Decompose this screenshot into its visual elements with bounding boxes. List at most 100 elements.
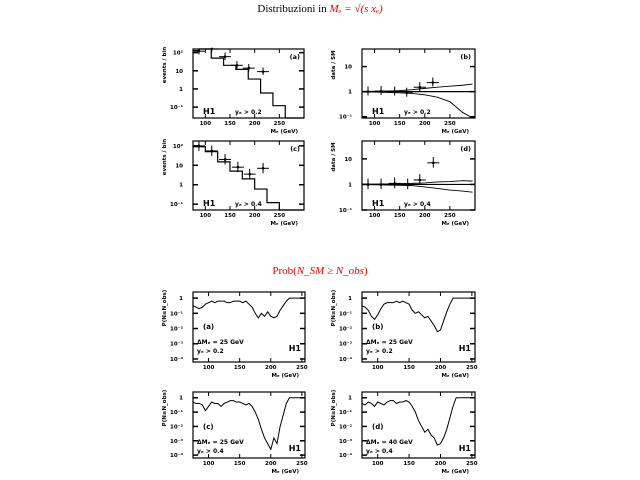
data-marker [406, 183, 410, 186]
y-tick-label: 10⁻¹ [339, 409, 353, 416]
panel-label: (d) [460, 145, 471, 153]
data-point [375, 86, 388, 96]
y-tick-label: 10⁻¹ [170, 409, 184, 416]
data-point [426, 77, 439, 87]
prob-suffix: ) [363, 265, 368, 277]
data-point [242, 63, 255, 72]
data-point [230, 61, 243, 69]
data-marker [235, 64, 239, 67]
data-marker [366, 183, 370, 186]
data-marker [379, 89, 383, 93]
probability-curve [192, 297, 305, 319]
y-tick-label: 10⁻¹ [339, 310, 353, 317]
probability-title: Prob(N_SM ≥ N_obs) [0, 265, 640, 277]
y-axis-label: data / SM [331, 50, 337, 79]
y-axis-label: P(N≥N_obs) [162, 389, 168, 426]
cut-label: yₑ > 0.4 [235, 201, 262, 208]
plot-panel-5: 100 150 200 250 1 10⁻¹ 10⁻² 10⁻³ 10⁻⁴ Mₑ (GeV) P(N… [331, 289, 478, 379]
plot-panel-3: 100 150 200 250 10 1 10⁻¹ Mₑ (GeV) data / SM (d) H… [331, 140, 476, 227]
y-tick-label: 1 [348, 90, 352, 96]
x-tick-label: 200 [249, 121, 261, 127]
x-tick-label: 200 [435, 365, 447, 371]
y-tick-label: 1 [179, 396, 183, 402]
x-tick-label: 200 [435, 461, 447, 467]
data-marker [236, 165, 240, 169]
data-marker [210, 47, 214, 51]
data-marker [418, 178, 422, 182]
data-point [219, 154, 231, 165]
data-point [193, 49, 205, 55]
data-marker [432, 161, 435, 165]
data-marker [393, 90, 396, 93]
sm-histogram [193, 146, 304, 211]
y-tick-label: 1 [179, 296, 183, 302]
data-marker [197, 144, 201, 148]
data-point [205, 47, 218, 53]
x-tick-label: 250 [274, 121, 286, 127]
x-axis-label: Mₑ (GeV) [271, 469, 299, 475]
y-tick-label: 10⁻¹ [339, 207, 353, 214]
data-point [388, 177, 401, 189]
y-axis-label: P(N≥N_obs) [331, 389, 337, 426]
y-tick-label: 10⁻¹ [339, 114, 353, 121]
delta-m-label: ΔMₑ = 25 GeV [197, 339, 244, 346]
experiment-label: H1 [459, 444, 472, 453]
plot-panel-0: 100 150 200 250 10² 10 1 10⁻¹ Mₑ (GeV) events / b… [162, 47, 305, 135]
cut-label: yₑ > 0.4 [404, 201, 431, 208]
plot-frame [361, 291, 476, 363]
y-tick-label: 10⁻¹ [170, 104, 184, 111]
data-point [427, 156, 440, 168]
y-axis-label: P(N≥N_obs) [162, 289, 168, 326]
x-tick-label: 150 [403, 461, 415, 467]
x-tick-label: 250 [296, 365, 308, 371]
cut-label: yₑ > 0.2 [366, 348, 393, 355]
sm-error-band-upper [361, 180, 473, 185]
data-marker [261, 167, 265, 170]
cut-label: yₑ > 0.4 [366, 448, 393, 455]
y-tick-label: 10⁻² [170, 423, 184, 430]
x-tick-label: 150 [234, 461, 246, 467]
y-tick-label: 10 [175, 69, 183, 75]
panel-label: (b) [372, 323, 383, 331]
panel-label: (a) [290, 53, 300, 61]
y-tick-label: 10⁻¹ [170, 201, 184, 208]
x-tick-label: 150 [394, 121, 406, 127]
y-tick-label: 10⁻⁴ [339, 452, 353, 459]
experiment-label: H1 [203, 199, 216, 208]
x-tick-label: 100 [200, 213, 212, 219]
plot-panel-6: 100 150 200 250 1 10⁻¹ 10⁻² 10⁻³ 10⁻⁴ Mₑ (GeV) P(N… [162, 389, 308, 475]
x-tick-label: 100 [372, 461, 384, 467]
delta-m-label: ΔMₑ = 40 GeV [366, 439, 413, 446]
delta-m-label: ΔMₑ = 25 GeV [366, 339, 413, 346]
x-tick-label: 200 [419, 213, 431, 219]
data-marker [197, 49, 201, 53]
plot-frame [361, 391, 476, 459]
plot-panel-1: 100 150 200 250 10 1 10⁻¹ Mₑ (GeV) data / SM (b) H… [331, 48, 476, 135]
x-axis-label: Mₑ (GeV) [270, 129, 298, 135]
y-tick-label: 1 [348, 396, 352, 402]
plot-panel-4: 100 150 200 250 1 10⁻¹ 10⁻² 10⁻³ 10⁻⁴ Mₑ (GeV) P(N… [162, 289, 308, 379]
x-axis-label: Mₑ (GeV) [441, 221, 469, 227]
y-tick-label: 10⁻² [339, 326, 353, 333]
data-point [243, 168, 256, 180]
data-point [219, 52, 231, 61]
experiment-label: H1 [289, 444, 302, 453]
y-tick-label: 10⁻⁴ [170, 356, 184, 363]
data-marker [379, 183, 383, 186]
data-point [388, 86, 401, 96]
panel-label: (a) [203, 323, 214, 331]
x-tick-label: 150 [394, 213, 406, 219]
x-axis-label: Mₑ (GeV) [441, 469, 469, 475]
data-point [231, 161, 244, 173]
plot-frame [361, 48, 476, 119]
x-axis-label: Mₑ (GeV) [271, 373, 299, 379]
y-axis-label: events / bin [162, 47, 168, 84]
x-tick-label: 150 [403, 365, 415, 371]
data-point [401, 178, 414, 190]
plot-frame [192, 391, 306, 459]
y-tick-label: 10 [344, 65, 352, 71]
y-tick-label: 10⁻⁴ [339, 356, 353, 363]
y-tick-label: 10⁻³ [339, 341, 353, 348]
sm-error-band-lower [361, 184, 473, 193]
data-marker [247, 66, 251, 70]
